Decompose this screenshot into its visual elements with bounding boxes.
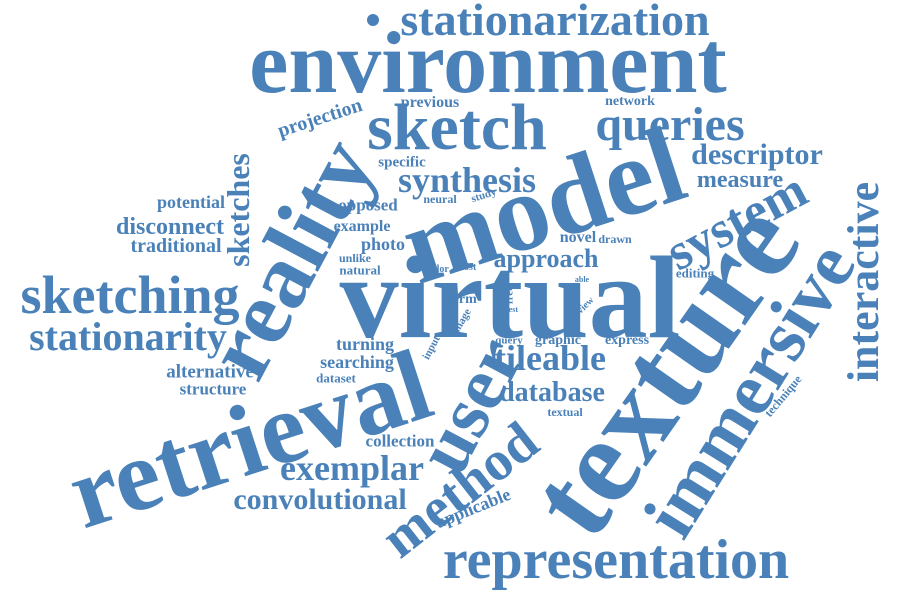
word-express: express: [604, 333, 650, 348]
word-queries: queries: [595, 98, 745, 151]
word-most: most: [455, 262, 477, 273]
word-dataset: dataset: [316, 370, 356, 386]
word-environment: environment: [249, 15, 727, 112]
word-color: color: [427, 264, 449, 275]
word-descriptor: descriptor: [691, 138, 823, 171]
word-sketching: sketching: [20, 265, 240, 325]
word-editing: editing: [675, 265, 715, 281]
word-potential: potential: [156, 192, 226, 212]
word-database: database: [499, 377, 605, 408]
word-sketch: sketch: [367, 91, 547, 164]
word-unlike: unlike: [338, 251, 372, 265]
word-tileable: tileable: [494, 338, 606, 378]
word-exemplar: exemplar: [280, 448, 424, 488]
word-approach: approach: [493, 244, 599, 273]
word-neural: neural: [423, 192, 457, 206]
word-novel: novel: [559, 229, 597, 246]
word-sketches: sketches: [220, 153, 256, 267]
word-representation: representation: [442, 529, 790, 591]
word-example: example: [333, 218, 391, 235]
word-searching: searching: [320, 352, 394, 372]
word-drawn: drawn: [598, 232, 632, 246]
word-free: free: [503, 285, 516, 305]
word-collection: collection: [365, 431, 435, 451]
word-stationarization: stationarization: [400, 0, 710, 45]
word-structure: structure: [179, 379, 247, 399]
word-query: query: [495, 334, 523, 347]
word-synthesis: synthesis: [397, 160, 537, 200]
word-stationarity: stationarity: [29, 314, 227, 359]
word-interactive: interactive: [839, 181, 888, 383]
word-traditional: traditional: [130, 235, 222, 257]
word-turning: turning: [335, 334, 395, 354]
word-test: test: [506, 305, 518, 314]
word-graphic: graphic: [535, 333, 581, 348]
word-textual: textual: [547, 405, 583, 419]
word-alternative: alternative: [166, 361, 254, 383]
word-form: form: [447, 292, 477, 307]
word-virtual: virtual: [339, 232, 681, 363]
word-photo: photo: [360, 234, 406, 254]
word-network: network: [605, 94, 655, 109]
word-tile: tile: [467, 284, 479, 293]
bullet-dot: [367, 14, 379, 26]
word-convolutional: convolutional: [233, 483, 407, 516]
word-measure: measure: [696, 167, 784, 193]
word-natural: natural: [339, 262, 381, 278]
word-opposed: opposed: [338, 195, 398, 215]
word-specific: specific: [378, 154, 426, 171]
word-disconnect: disconnect: [116, 214, 224, 240]
word-previous: previous: [400, 94, 460, 111]
word-able: able: [574, 275, 590, 284]
